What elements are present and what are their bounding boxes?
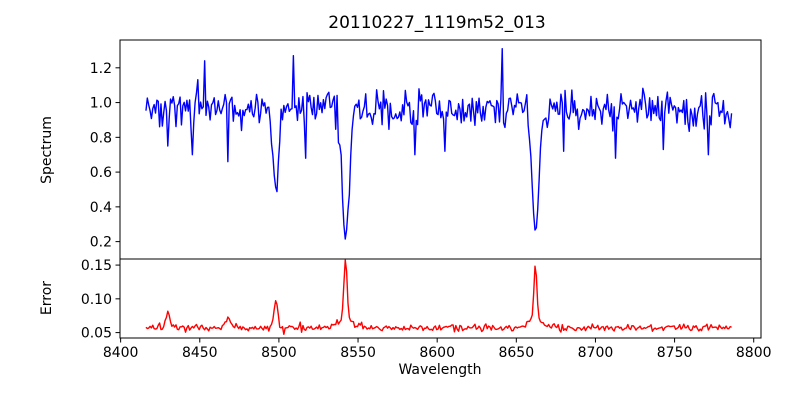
x-axis-label: Wavelength — [398, 362, 482, 378]
y-tick-label: 0.15 — [81, 258, 112, 274]
y-tick-label: 0.2 — [90, 235, 112, 251]
x-tick-label: 8700 — [578, 345, 614, 361]
y-tick-label: 0.6 — [90, 165, 112, 181]
x-tick-label: 8600 — [419, 345, 455, 361]
x-tick-label: 8800 — [736, 345, 772, 361]
spectrum-panel-border — [119, 39, 762, 260]
x-tick-label: 8450 — [182, 345, 218, 361]
y-tick-label: 0.10 — [81, 292, 112, 308]
error-line — [145, 259, 732, 336]
spectrum-axis-label: Spectrum — [39, 116, 55, 184]
x-tick-label: 8400 — [103, 345, 139, 361]
y-tick-label: 1.2 — [90, 61, 112, 77]
y-tick-label: 1.0 — [90, 96, 112, 112]
y-tick-label: 0.05 — [81, 326, 112, 342]
error-axis-label: Error — [39, 280, 55, 316]
y-tick-label: 0.4 — [90, 200, 112, 216]
x-tick-label: 8650 — [498, 345, 534, 361]
chart-title: 20110227_1119m52_013 — [328, 13, 546, 33]
error-panel-border — [119, 258, 762, 339]
x-tick-label: 8500 — [261, 345, 297, 361]
y-tick-label: 0.8 — [90, 130, 112, 146]
x-tick-label: 8750 — [657, 345, 693, 361]
x-tick-label: 8550 — [340, 345, 376, 361]
spectrum-line — [145, 47, 733, 240]
